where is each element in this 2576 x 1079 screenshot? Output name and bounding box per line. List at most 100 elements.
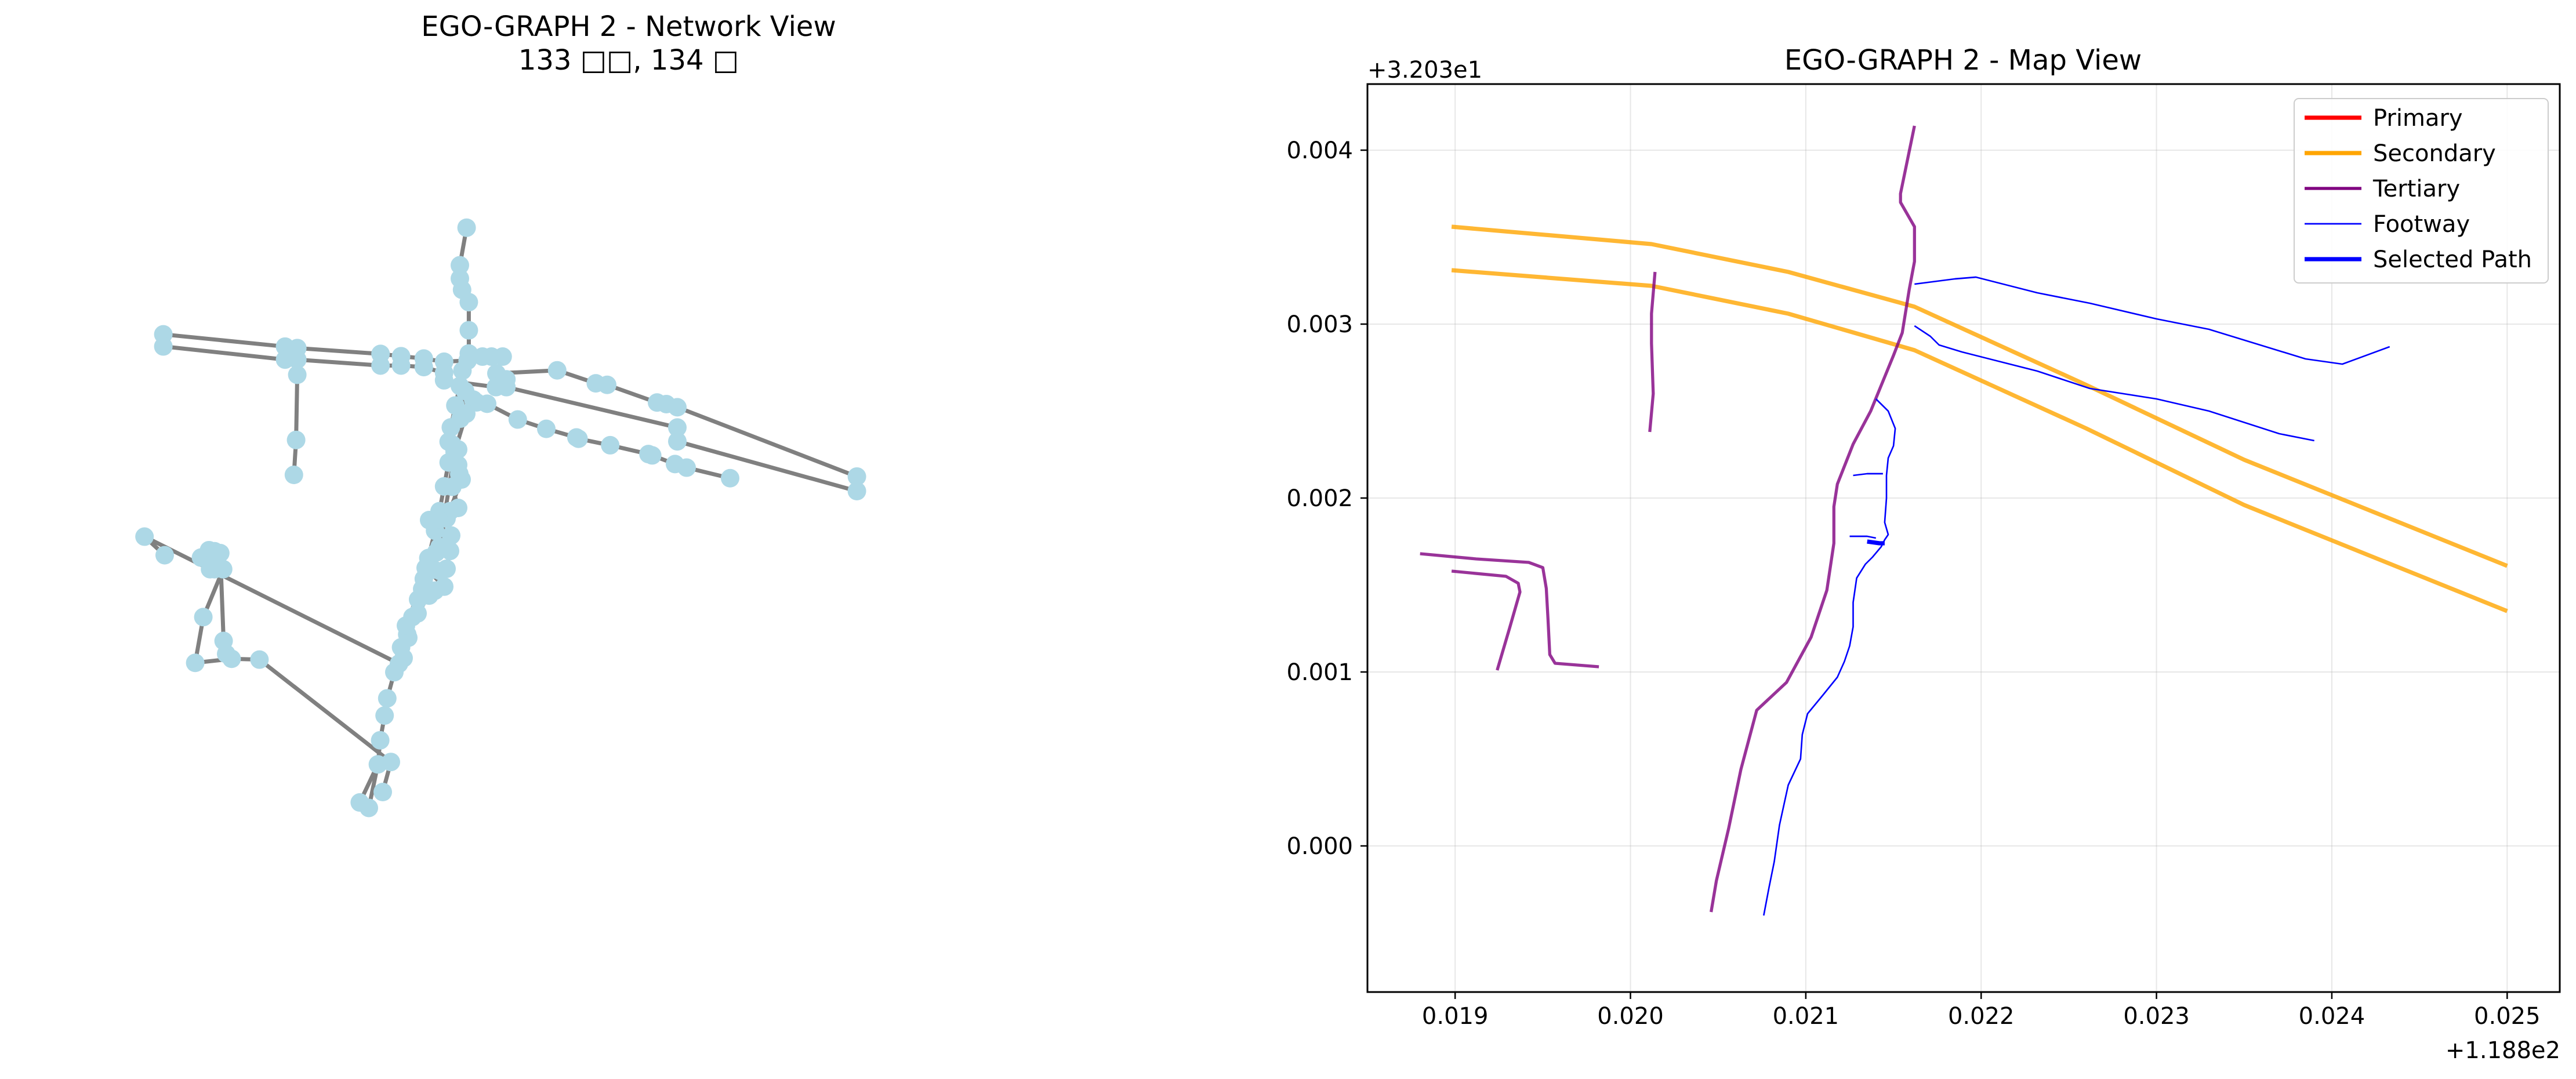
legend-label: Tertiary (2372, 176, 2460, 202)
network-node (350, 793, 369, 812)
network-node (445, 442, 464, 462)
network-edge (676, 405, 858, 479)
map-y-tick-label: 0.004 (1286, 137, 1353, 164)
map-x-tick-label: 0.024 (2299, 1003, 2365, 1030)
map-footway-line (1853, 473, 1883, 477)
network-node (382, 753, 400, 772)
legend-label: Secondary (2373, 140, 2496, 167)
network-node (288, 365, 307, 384)
network-node (459, 293, 478, 312)
network-node (721, 468, 739, 488)
map-footway-line (1849, 535, 1877, 539)
map-x-ticks: 0.019 0.020 0.021 0.022 0.023 0.024 0.025 (1422, 992, 2541, 1030)
network-node (135, 527, 154, 546)
map-y-tick-label: 0.000 (1286, 833, 1353, 860)
network-node (458, 351, 477, 370)
network-subtitle: 133 □□, 134 □ (518, 44, 739, 77)
map-y-tick-label: 0.002 (1286, 485, 1353, 512)
network-node (847, 467, 866, 486)
network-node (378, 689, 397, 708)
legend-box (2294, 98, 2549, 284)
network-node (459, 321, 478, 340)
map-x-tick-label: 0.019 (1422, 1003, 1489, 1030)
map-legend: Primary Secondary Tertiary Footway Selected … (2294, 98, 2549, 284)
network-node (643, 446, 662, 465)
legend-label: Selected Path (2373, 246, 2532, 273)
network-node (668, 418, 687, 437)
map-x-tick-label: 0.021 (1773, 1003, 1840, 1030)
network-node (390, 654, 408, 673)
network-node (222, 649, 241, 669)
network-node (847, 482, 866, 501)
legend-label: Footway (2373, 211, 2470, 238)
network-node (434, 370, 453, 390)
map-x-tick-label: 0.023 (2123, 1003, 2190, 1030)
network-node (537, 419, 556, 438)
network-node (416, 558, 435, 577)
network-node (397, 616, 415, 635)
y-offset-label: +3.203e1 (1367, 57, 1482, 83)
network-node (668, 398, 687, 417)
network-edge (506, 385, 678, 430)
map-footway-line (1914, 325, 2314, 442)
map-axes-frame (1366, 83, 2561, 993)
legend-label: Primary (2373, 105, 2463, 132)
map-tertiary-line (1451, 569, 1522, 671)
network-node (155, 546, 174, 565)
network-node (375, 706, 394, 725)
map-series (1420, 125, 2508, 916)
map-tertiary-line (1420, 552, 1599, 669)
network-node (186, 653, 205, 673)
network-node (547, 361, 567, 380)
network-edge (258, 657, 393, 764)
network-node (250, 650, 269, 669)
network-edge (297, 346, 381, 356)
map-y-tick-label: 0.003 (1286, 311, 1353, 338)
map-selected-line (1867, 539, 1885, 546)
network-node (457, 218, 476, 237)
network-edge (294, 375, 300, 440)
network-node (451, 256, 469, 275)
x-offset-label: +1.188e2 (2446, 1037, 2560, 1064)
network-node (497, 377, 516, 397)
map-secondary-line (1451, 224, 2508, 568)
network-edge (143, 535, 400, 666)
map-y-tick-label: 0.001 (1286, 659, 1353, 686)
network-node (508, 410, 527, 429)
network-node (286, 430, 306, 449)
network-node (427, 543, 445, 562)
network-node (408, 604, 427, 623)
network-node (371, 731, 390, 750)
network-node (601, 435, 620, 455)
network-node (373, 783, 392, 801)
map-grid (1367, 84, 2560, 992)
network-node (413, 580, 431, 598)
network-node (668, 432, 687, 451)
network-node (391, 356, 411, 375)
map-x-tick-label: 0.025 (2474, 1003, 2541, 1030)
network-node (371, 356, 390, 375)
network-node (420, 511, 438, 529)
network-node (414, 358, 433, 377)
map-x-tick-label: 0.020 (1597, 1003, 1664, 1030)
map-footway-line (1763, 398, 1896, 916)
network-node (569, 429, 588, 448)
network-node (288, 350, 307, 369)
network-edge (677, 439, 858, 493)
network-title: EGO-GRAPH 2 - Network View (421, 10, 836, 43)
network-node (456, 382, 474, 401)
network-node (457, 404, 476, 423)
network-node (598, 375, 616, 394)
network-node (452, 470, 471, 489)
network-edge (163, 344, 285, 362)
map-view-panel: EGO-GRAPH 2 - Map View +3.203e1 +1.188e2… (1286, 44, 2561, 1064)
network-node (493, 347, 512, 366)
map-title: EGO-GRAPH 2 - Map View (1784, 44, 2142, 77)
network-edge (297, 357, 381, 368)
network-nodes (135, 218, 866, 818)
network-node (154, 337, 173, 356)
map-x-tick-label: 0.022 (1948, 1003, 2015, 1030)
network-node (442, 526, 460, 545)
network-node (194, 608, 213, 627)
